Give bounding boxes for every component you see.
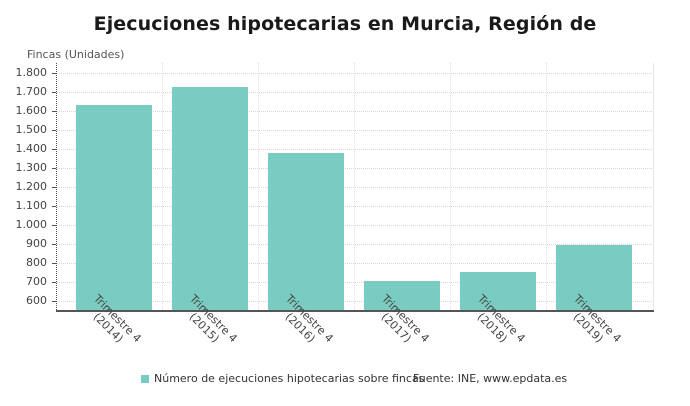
plot-area — [56, 63, 654, 312]
bar-1[interactable] — [76, 104, 152, 310]
y-tick-mark — [52, 205, 56, 207]
plot-right-border — [653, 63, 654, 310]
gridline-horizontal — [56, 72, 654, 74]
y-tick-label: 600 — [26, 293, 47, 307]
y-tick-mark — [52, 186, 56, 188]
bar-4[interactable] — [364, 281, 440, 310]
y-tick-mark — [52, 167, 56, 169]
y-tick-label: 1.700 — [15, 84, 48, 98]
gridline-horizontal — [56, 186, 654, 188]
gridline-horizontal — [56, 129, 654, 131]
y-tick-label: 1.800 — [15, 65, 48, 79]
y-tick-label: 1.600 — [15, 103, 48, 117]
y-tick-label: 900 — [26, 236, 47, 250]
bar-5[interactable] — [460, 272, 536, 310]
y-tick-mark — [52, 91, 56, 93]
y-tick-mark — [52, 281, 56, 283]
gridline-horizontal — [56, 167, 654, 169]
y-tick-mark — [52, 110, 56, 112]
source-note: Fuente: INE, www.epdata.es — [413, 372, 568, 385]
gridline-horizontal — [56, 110, 654, 112]
chart-title: Ejecuciones hipotecarias en Murcia, Regi… — [93, 13, 597, 35]
y-tick-label: 800 — [26, 255, 47, 269]
y-tick-label: 1.400 — [15, 141, 48, 155]
legend: Número de ejecuciones hipotecarias sobre… — [141, 372, 424, 385]
y-tick-label: 700 — [26, 274, 47, 288]
gridline-horizontal — [56, 300, 654, 302]
bar-2[interactable] — [172, 86, 248, 310]
y-tick-label: 1.200 — [15, 179, 48, 193]
gridline-horizontal — [56, 148, 654, 150]
legend-series-label: Número de ejecuciones hipotecarias sobre… — [154, 372, 425, 385]
y-axis-line — [56, 63, 57, 310]
y-tick-label: 1.000 — [15, 217, 48, 231]
bar-6[interactable] — [556, 245, 632, 310]
gridline-horizontal — [56, 281, 654, 283]
y-tick-mark — [52, 300, 56, 302]
y-tick-mark — [52, 262, 56, 264]
y-tick-mark — [52, 129, 56, 131]
x-axis-line — [56, 310, 654, 312]
gridline-horizontal — [56, 205, 654, 207]
bar-3[interactable] — [268, 152, 344, 310]
y-tick-label: 1.100 — [15, 198, 48, 212]
y-tick-label: 1.500 — [15, 122, 48, 136]
y-tick-mark — [52, 72, 56, 74]
gridline-horizontal — [56, 224, 654, 226]
y-tick-label: 1.300 — [15, 160, 48, 174]
legend-swatch-icon — [141, 374, 149, 383]
y-tick-mark — [52, 243, 56, 245]
gridline-horizontal — [56, 262, 654, 264]
gridline-horizontal — [56, 243, 654, 245]
y-axis-label: Fincas (Unidades) — [27, 48, 125, 61]
y-tick-mark — [52, 148, 56, 150]
gridline-horizontal — [56, 91, 654, 93]
y-tick-mark — [52, 224, 56, 226]
